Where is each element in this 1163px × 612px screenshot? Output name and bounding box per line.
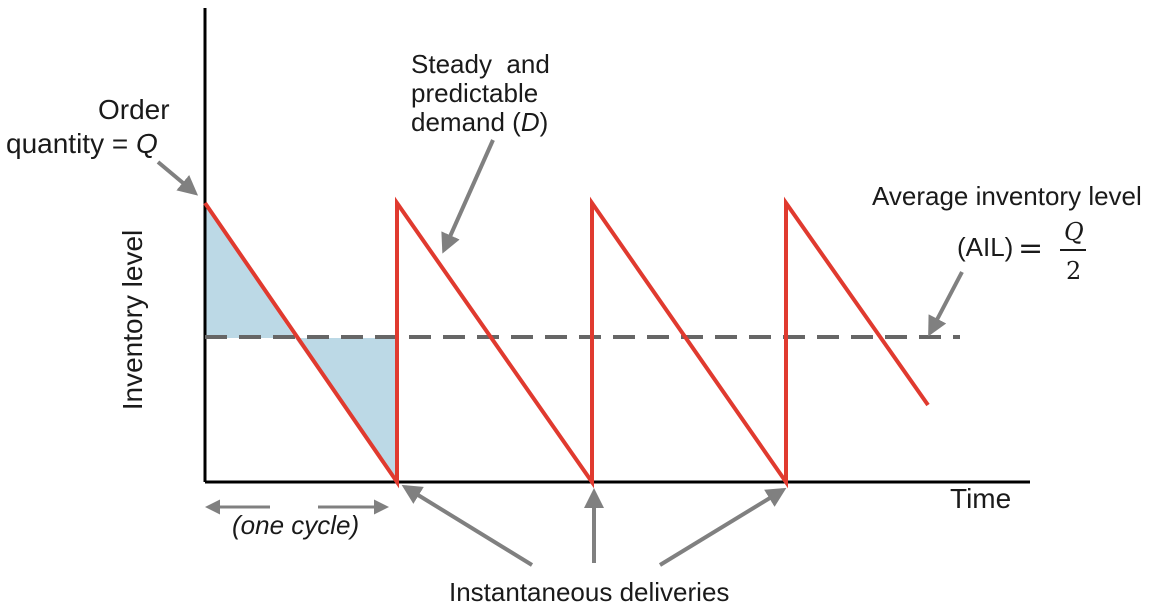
- ail-arrow: [928, 271, 964, 337]
- demand-symbol: D: [521, 107, 540, 137]
- ail-label-line1: Average inventory level: [872, 181, 1142, 211]
- demand-arrow: [441, 139, 495, 254]
- inventory-sawtooth: [203, 196, 930, 489]
- delivery-arrow-3: [658, 487, 787, 567]
- x-axis-label: Time: [950, 483, 1011, 514]
- demand-label-line3: demand (D): [411, 107, 548, 137]
- order-quantity-arrow: [156, 160, 199, 196]
- demand-suffix: ): [540, 107, 549, 137]
- order-quantity-symbol: Q: [136, 128, 158, 159]
- ail-label-prefix: (AIL): [957, 232, 1013, 262]
- ail-equals: =: [1018, 231, 1043, 266]
- deliveries-label: Instantaneous deliveries: [449, 577, 729, 607]
- ail-denominator: 2: [1066, 257, 1081, 285]
- delivery-arrow-1: [401, 484, 534, 567]
- demand-label-line1: Steady and: [411, 49, 550, 79]
- ail-numerator: Q: [1064, 218, 1084, 246]
- order-quantity-label-line2: quantity = Q: [6, 128, 158, 159]
- order-quantity-text: quantity =: [6, 128, 136, 159]
- order-quantity-label-line1: Order: [98, 94, 170, 125]
- y-axis-label: Inventory level: [117, 230, 148, 411]
- demand-prefix: demand (: [411, 107, 521, 137]
- demand-label-line2: predictable: [411, 78, 538, 108]
- one-cycle-label: (one cycle): [232, 510, 359, 540]
